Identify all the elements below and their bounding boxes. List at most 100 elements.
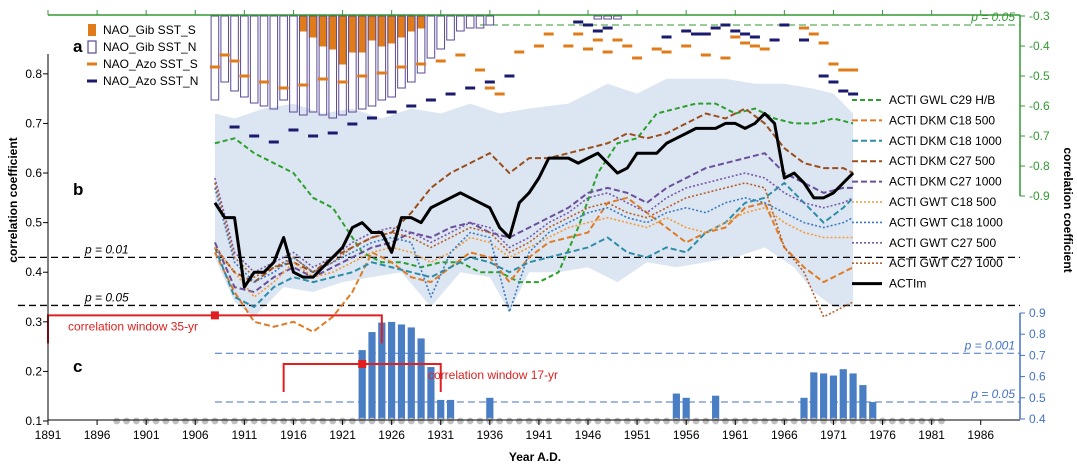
dot-marker: [162, 417, 170, 425]
dot-marker: [280, 417, 288, 425]
bar-nao-gib-sst-n: [485, 15, 495, 26]
panel-c-bars: [358, 321, 877, 419]
right-top-tick-label: -0.9: [1029, 189, 1050, 203]
panel-c-bar: [358, 350, 366, 419]
x-tick-label: 1946: [575, 428, 602, 442]
bar-nao-gib-sst-s: [367, 15, 377, 41]
x-tick-label: 1956: [673, 428, 700, 442]
bar-nao-gib-sst-n: [249, 15, 259, 104]
dot-marker: [898, 417, 906, 425]
dot-marker: [250, 417, 258, 425]
dot-marker: [790, 417, 798, 425]
panel-label: c: [73, 357, 82, 376]
panel-c-bar: [859, 385, 867, 419]
legend-label: ACTI GWL C29 H/B: [889, 93, 995, 107]
dot-marker: [123, 417, 130, 425]
bar-nao-gib-sst-s: [308, 15, 318, 38]
dot-marker: [564, 417, 572, 425]
dot-marker: [741, 417, 749, 425]
legend-swatch: [87, 40, 97, 54]
right-bottom-tick-label: 0.8: [1029, 327, 1046, 341]
panel-c-bar: [712, 395, 720, 419]
right-bottom-tick-label: 0.4: [1029, 412, 1046, 426]
panel-c-bar: [427, 367, 435, 419]
panel-c-bar: [437, 399, 445, 419]
dot-marker: [771, 417, 778, 425]
bar-nao-gib-sst-n: [220, 15, 230, 83]
panel-c-bar: [368, 332, 376, 419]
x-tick-label: 1931: [427, 428, 454, 442]
dot-marker: [908, 417, 916, 425]
reference-line-label: p = 0.05: [970, 387, 1015, 401]
panel-c-bar: [388, 321, 396, 419]
bar-nao-gib-sst-n: [387, 15, 396, 98]
bar-nao-gib-sst-n: [613, 15, 622, 20]
bar-nao-gib-sst-n: [259, 15, 269, 107]
dot-marker: [692, 417, 700, 425]
bar-nao-gib-sst-n: [348, 15, 357, 113]
panel-c-bar: [407, 327, 415, 419]
bar-nao-gib-sst-s: [416, 15, 426, 29]
dot-marker: [672, 417, 680, 425]
dot-marker: [938, 417, 945, 425]
x-tick-label: 1911: [231, 428, 257, 442]
dot-marker: [378, 417, 386, 425]
panel-c-bar: [417, 338, 425, 419]
x-tick-label: 1906: [182, 428, 209, 442]
bar-nao-gib-sst-n: [426, 15, 436, 59]
left-tick-label: 0.3: [25, 315, 42, 329]
bar-nao-gib-sst-n: [210, 15, 220, 101]
x-tick-label: 1926: [378, 428, 405, 442]
left-tick-label: 0.6: [25, 166, 42, 180]
bar-nao-gib-sst-n: [289, 15, 298, 113]
right-bottom-tick-label: 0.7: [1029, 348, 1046, 362]
legend-label: ACTI DKM C27 1000: [889, 175, 1002, 189]
left-tick-label: 0.2: [25, 364, 42, 378]
bar-nao-gib-sst-n: [279, 15, 288, 101]
dot-marker: [309, 417, 317, 425]
bar-nao-gib-sst-n: [367, 15, 377, 107]
bar-nao-gib-sst-s: [338, 15, 347, 65]
bar-nao-gib-sst-n: [357, 15, 367, 110]
correlation-window-label: correlation window 35-yr: [68, 319, 198, 333]
legend-label: NAO_Gib SST_N: [103, 40, 196, 54]
x-tick-label: 1901: [133, 428, 160, 442]
x-tick-label: 1986: [967, 428, 994, 442]
reference-line-label: p = 0.001: [964, 338, 1015, 352]
reference-line-label: p = 0.05: [970, 10, 1015, 24]
x-tick-label: 1961: [722, 428, 749, 442]
series-actim: [213, 112, 855, 289]
dot-marker: [918, 417, 926, 425]
panel-c-bar: [829, 375, 838, 419]
panel-c-bar: [397, 324, 406, 419]
right-top-tick-label: -0.6: [1029, 99, 1050, 113]
dot-marker: [417, 417, 425, 425]
dot-marker: [201, 417, 209, 425]
dot-marker: [132, 417, 140, 425]
bar-nao-gib-sst-n: [318, 15, 328, 116]
reference-line-label: p = 0.01: [84, 242, 129, 256]
bar-nao-gib-sst-n: [436, 15, 446, 50]
legend-label: ACTI GWT C27 500: [889, 236, 996, 250]
series-acti-gwl-c29-h-b: [214, 102, 854, 284]
right-top-tick-label: -0.5: [1029, 69, 1050, 83]
right-axis-title: correlation coefficient: [1061, 147, 1075, 272]
panel-c-bar: [849, 373, 857, 419]
panel-label: a: [73, 37, 83, 56]
left-tick-label: 0.4: [25, 265, 42, 279]
panel-c-bar: [839, 369, 847, 419]
dot-marker: [623, 417, 631, 425]
dot-marker: [722, 417, 729, 425]
panel-c-bar: [869, 402, 877, 419]
bar-nao-gib-sst-s: [348, 15, 357, 53]
dot-marker: [231, 417, 238, 425]
bar-nao-gib-sst-n: [230, 15, 239, 92]
bar-nao-gib-sst-n: [377, 15, 387, 101]
legend-label: ACTI DKM C18 500: [889, 113, 995, 127]
legends: a b c NAO_Gib SST_S NAO_Gib SST_N NAO_Azo SST…: [73, 23, 1003, 376]
dot-marker: [761, 417, 769, 425]
bar-nao-gib-sst-s: [328, 15, 338, 50]
reference-lines: p = 0.05 p = 0.01 p = 0.05 p = 0.001 p = 0.0…: [18, 10, 1020, 403]
x-tick-label: 1951: [624, 428, 651, 442]
